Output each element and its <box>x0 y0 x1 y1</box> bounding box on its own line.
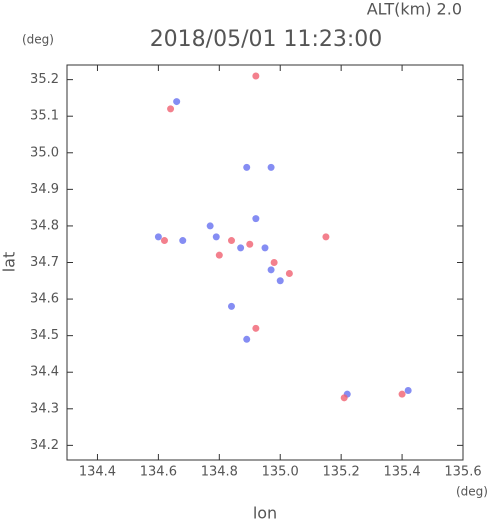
echo-point <box>246 240 254 248</box>
x-tick-label: 135.2 <box>323 465 360 480</box>
y-tick-label: 34.9 <box>30 182 59 197</box>
x-tick-label: 134.6 <box>140 465 177 480</box>
x-axis-label: lon <box>253 504 277 521</box>
x-tick-label: 135.6 <box>444 465 481 480</box>
echo-point <box>179 237 187 245</box>
echo-point <box>243 163 251 171</box>
echo-point <box>276 277 284 285</box>
x-tick-label: 135.0 <box>262 465 299 480</box>
echo-point <box>227 237 235 245</box>
y-tick-label: 34.6 <box>30 292 59 307</box>
y-tick-label: 34.3 <box>30 401 59 416</box>
plot-frame <box>66 64 464 461</box>
y-tick-label: 34.2 <box>30 438 59 453</box>
echo-point <box>154 233 162 241</box>
echo-point <box>237 244 245 252</box>
echo-point <box>270 259 278 266</box>
x-tick-label: 135.4 <box>383 465 420 480</box>
echo-point <box>398 390 406 398</box>
y-tick-label: 34.7 <box>30 255 59 270</box>
echo-point <box>206 222 214 230</box>
echo-point <box>252 324 260 332</box>
echo-point <box>267 163 275 171</box>
echo-point <box>160 237 168 245</box>
x-tick-label: 134.8 <box>201 465 238 480</box>
y-axis-label: lat <box>0 252 19 273</box>
echo-point <box>252 215 260 223</box>
x-unit: (deg) <box>456 485 488 499</box>
y-tick-label: 34.8 <box>30 218 59 233</box>
altitude-label: ALT(km) 2.0 <box>367 0 462 19</box>
y-tick-label: 34.5 <box>30 328 59 343</box>
y-tick-label: 35.0 <box>30 145 59 160</box>
echo-point <box>243 335 251 343</box>
echo-point <box>340 394 348 402</box>
x-tick-label: 134.4 <box>79 465 116 480</box>
echo-point <box>404 387 412 395</box>
y-tick-label: 34.4 <box>30 365 59 380</box>
echo-point <box>285 269 293 277</box>
echo-point <box>322 233 330 241</box>
y-tick-label: 35.2 <box>30 72 59 87</box>
echo-point <box>212 233 220 241</box>
echo-point <box>167 105 175 113</box>
echo-point <box>267 266 275 274</box>
echo-point <box>173 98 181 106</box>
echo-point <box>252 72 260 80</box>
echo-point <box>261 244 269 252</box>
echo-point <box>215 251 223 259</box>
echo-point <box>227 302 235 310</box>
y-tick-label: 35.1 <box>30 109 59 124</box>
y-unit: (deg) <box>22 33 54 47</box>
chart-title: 2018/05/01 11:23:00 <box>150 27 383 52</box>
